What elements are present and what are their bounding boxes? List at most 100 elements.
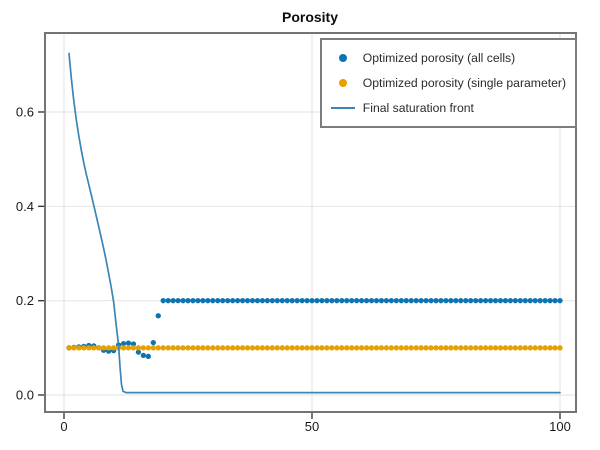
data-point bbox=[284, 345, 290, 351]
data-point bbox=[403, 345, 409, 351]
data-point bbox=[210, 298, 216, 304]
data-point bbox=[557, 298, 563, 304]
data-point bbox=[453, 298, 459, 304]
data-point bbox=[408, 345, 414, 351]
data-point bbox=[244, 298, 251, 304]
plot-frame bbox=[44, 32, 577, 413]
data-point bbox=[155, 313, 161, 319]
data-point bbox=[344, 345, 350, 351]
data-point bbox=[66, 345, 72, 351]
legend-label-single-parameter: Optimized porosity (single parameter) bbox=[362, 76, 566, 90]
data-point bbox=[477, 298, 484, 304]
data-point bbox=[314, 298, 320, 304]
data-point bbox=[507, 345, 514, 351]
data-point bbox=[418, 298, 424, 304]
y-tick-label: 0.6 bbox=[16, 104, 34, 119]
axis-tick-labels: 0.0 0.2 0.4 0.6 0 50 100 bbox=[16, 104, 571, 434]
data-point bbox=[105, 345, 112, 351]
data-point bbox=[225, 298, 231, 304]
data-point bbox=[299, 345, 305, 351]
data-point bbox=[185, 298, 191, 304]
data-point bbox=[458, 298, 464, 304]
data-point bbox=[547, 345, 553, 351]
data-point bbox=[264, 345, 271, 351]
data-point bbox=[368, 345, 375, 351]
data-point bbox=[234, 298, 241, 304]
data-point bbox=[289, 298, 295, 304]
data-point bbox=[86, 345, 92, 351]
data-point bbox=[229, 298, 236, 304]
data-point bbox=[91, 345, 97, 351]
data-point bbox=[482, 345, 489, 351]
data-point bbox=[254, 345, 261, 351]
legend-item-saturation-front: Final saturation front bbox=[330, 97, 566, 119]
data-point bbox=[383, 345, 390, 351]
data-point bbox=[269, 298, 275, 304]
legend-item-all-cells: Optimized porosity (all cells) bbox=[330, 47, 566, 69]
data-point bbox=[433, 345, 439, 351]
data-point bbox=[145, 345, 151, 351]
data-point bbox=[438, 345, 444, 351]
data-point bbox=[125, 340, 132, 346]
data-point bbox=[180, 345, 186, 351]
data-point bbox=[125, 345, 132, 351]
data-point bbox=[130, 345, 137, 351]
axis-ticks bbox=[38, 111, 561, 419]
data-point bbox=[215, 345, 221, 351]
series-optimized-porosity-all-cells bbox=[66, 298, 563, 359]
data-point bbox=[438, 298, 444, 304]
data-point bbox=[294, 298, 300, 304]
data-point bbox=[507, 298, 514, 304]
data-point bbox=[76, 345, 82, 351]
data-point bbox=[443, 298, 449, 304]
data-point bbox=[289, 345, 295, 351]
data-point bbox=[408, 298, 414, 304]
data-point bbox=[344, 298, 350, 304]
data-point bbox=[349, 345, 355, 351]
data-point bbox=[458, 345, 464, 351]
data-point bbox=[468, 298, 474, 304]
data-point bbox=[135, 345, 142, 351]
data-point bbox=[358, 298, 365, 304]
data-point bbox=[334, 298, 340, 304]
data-point bbox=[299, 298, 305, 304]
data-point bbox=[135, 349, 142, 355]
data-point bbox=[130, 341, 137, 347]
data-point bbox=[96, 345, 102, 351]
data-point bbox=[294, 345, 300, 351]
data-point bbox=[537, 345, 543, 351]
data-point bbox=[339, 298, 345, 304]
data-point bbox=[229, 345, 236, 351]
data-point bbox=[140, 345, 147, 351]
data-point bbox=[190, 345, 196, 351]
data-point bbox=[304, 298, 310, 304]
data-point bbox=[314, 345, 320, 351]
y-tick-label: 0.2 bbox=[16, 293, 34, 308]
data-point bbox=[185, 345, 191, 351]
data-point bbox=[477, 345, 484, 351]
data-point bbox=[249, 298, 256, 304]
data-point bbox=[279, 298, 285, 304]
data-point bbox=[334, 345, 340, 351]
chart-title: Porosity bbox=[282, 9, 338, 25]
data-point bbox=[537, 298, 543, 304]
data-point bbox=[487, 345, 494, 351]
data-point bbox=[542, 345, 548, 351]
data-point bbox=[101, 345, 107, 351]
data-point bbox=[398, 298, 404, 304]
data-point bbox=[225, 345, 231, 351]
data-point bbox=[433, 298, 439, 304]
final-saturation-front-line bbox=[68, 52, 561, 394]
data-point bbox=[274, 345, 280, 351]
data-point bbox=[557, 345, 563, 351]
data-point bbox=[150, 339, 156, 346]
data-point bbox=[482, 298, 489, 304]
data-point bbox=[413, 345, 419, 351]
data-point bbox=[259, 345, 266, 351]
data-point bbox=[487, 298, 494, 304]
data-point bbox=[373, 298, 380, 304]
data-point bbox=[353, 298, 360, 304]
data-point bbox=[552, 298, 558, 304]
